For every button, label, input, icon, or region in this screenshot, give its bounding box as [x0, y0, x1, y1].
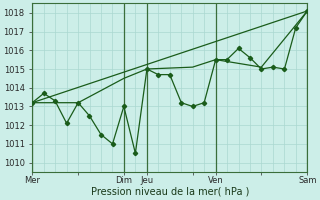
X-axis label: Pression niveau de la mer( hPa ): Pression niveau de la mer( hPa ) [91, 187, 249, 197]
